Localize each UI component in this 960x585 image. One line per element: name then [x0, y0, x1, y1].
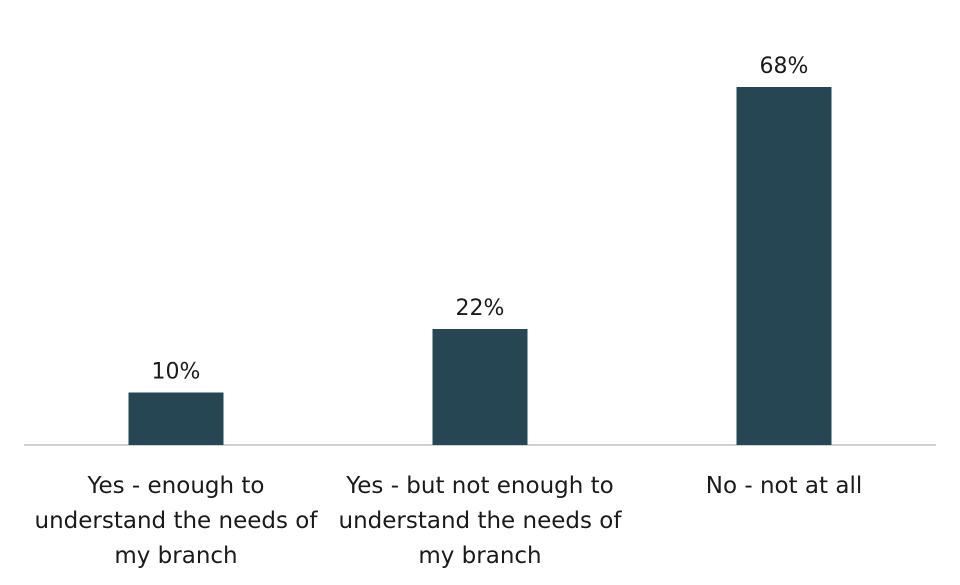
category-label-1-line-2: understand the needs of [35, 508, 319, 534]
bar-3 [736, 87, 832, 445]
category-label-1-line-1: Yes - enough to [86, 473, 264, 499]
category-label-2-line-3: my branch [418, 543, 541, 569]
bar-1 [128, 392, 224, 445]
bar-2 [432, 329, 528, 445]
bars-group [128, 87, 832, 445]
category-label-3-line-1: No - not at all [706, 473, 862, 499]
data-label-3: 68% [760, 54, 809, 79]
data-labels-group: 10% 22% 68% [152, 54, 809, 384]
data-label-1: 10% [152, 359, 201, 384]
category-label-3: No - not at all [706, 473, 862, 499]
category-labels-group: Yes - enough to understand the needs of my… [35, 473, 863, 569]
category-label-1-line-3: my branch [114, 543, 237, 569]
category-label-2: Yes - but not enough to understand the ne… [339, 473, 623, 569]
data-label-2: 22% [456, 296, 505, 321]
category-label-1: Yes - enough to understand the needs of my… [35, 473, 319, 569]
category-label-2-line-1: Yes - but not enough to [345, 473, 614, 499]
category-label-2-line-2: understand the needs of [339, 508, 623, 534]
